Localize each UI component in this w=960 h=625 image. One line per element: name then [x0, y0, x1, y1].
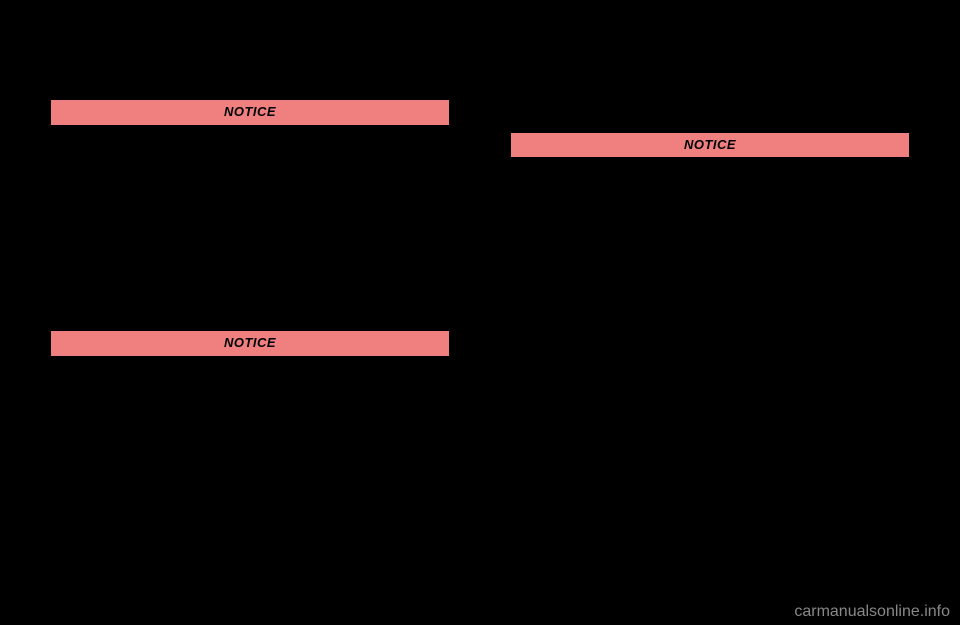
bullet-mark: • [50, 302, 64, 318]
bullet-text: To avoid damaging the eyelet, do not pul… [534, 206, 900, 237]
notice-3-bullet-2: • Do not jerk the cable or chain; apply … [520, 186, 900, 201]
notice-1-bullet-1: • The eyelet and towing cable or chain m… [60, 189, 440, 220]
tips-intro: The following methods are effective to u… [510, 293, 910, 357]
manual-page: '03 Prius_U (L/O 0202) Be sure to observ… [0, 0, 960, 625]
bullet-mark: • [520, 165, 534, 180]
tips-heading: TIPS FOR TOWING A STUCK VEHICLE [510, 267, 910, 283]
notice-box-1: NOTICE Use only a cable or chain specifi… [50, 99, 450, 253]
step-1: 1. Remove the dirt and sand etc. front a… [510, 367, 910, 383]
left-header: '03 Prius_U (L/O 0202) [50, 40, 450, 59]
step-text: Remove the dirt and sand etc. front and … [528, 367, 910, 383]
notice-1-body: Use only a cable or chain specifically i… [51, 126, 449, 252]
step-2: 2. Place a stone or wood under the front… [510, 391, 910, 407]
spacer [510, 40, 910, 67]
bullet-mark: • [520, 206, 534, 237]
notice-3-bullet-1: • Fasten the towing cable or chain secur… [520, 165, 900, 180]
notice-box-3: NOTICE • Fasten the towing cable or chai… [510, 132, 910, 250]
right-column: —Emergency towing eyelet precautions: Be… [510, 40, 910, 595]
bullet-text: The eyelet and towing cable or chain may… [74, 189, 440, 220]
bullet-text: If the hybrid system can start, start it… [64, 302, 450, 318]
bullet-mark: • [50, 265, 64, 297]
bullet-text: Fasten the towing cable or chain securel… [534, 165, 900, 180]
notice-1-lead: Use only a cable or chain specifically i… [60, 133, 440, 179]
bullet-mark: • [520, 186, 534, 201]
notice-1-title: NOTICE [51, 100, 449, 126]
left-column: '03 Prius_U (L/O 0202) Be sure to observ… [50, 40, 450, 595]
step-num: 1. [510, 367, 528, 383]
page-number: 192 [50, 605, 70, 619]
right-subhead: —Emergency towing eyelet precautions: [510, 67, 910, 84]
right-intro: Before emergency towing, check that the … [510, 90, 910, 122]
notice-3-title: NOTICE [511, 133, 909, 159]
bullet-text: Avoid sudden starts or erratic driving m… [64, 265, 450, 297]
left-bullet-2: • If the hybrid system can start, start … [50, 302, 450, 318]
notice-3-body: • Fasten the towing cable or chain secur… [511, 158, 909, 249]
notice-2-title: NOTICE [51, 331, 449, 357]
notice-1-bullet-2: • Use extreme caution when towing vehicl… [60, 225, 440, 240]
step-text: Be sure to turn off the "TRAC OFF" switc… [528, 415, 910, 463]
step-num: 2. [510, 391, 528, 407]
step-text: Place a stone or wood under the front wh… [528, 391, 910, 407]
bullet-mark: • [60, 225, 74, 240]
step-num: 3. [510, 415, 528, 463]
notice-2-body: If the hybrid system is off, the power a… [51, 357, 449, 402]
notice-3-bullet-3: • To avoid damaging the eyelet, do not p… [520, 206, 900, 237]
bullet-text: Use extreme caution when towing vehicle. [74, 225, 440, 240]
watermark: carmanualsonline.info [794, 603, 950, 621]
legal-footer: 2003 PRIUS from Feb. '02 Prod. (OM47509U… [510, 476, 910, 490]
left-intro: Be sure to observe the following precaut… [50, 73, 450, 89]
step-3: 3. Be sure to turn off the "TRAC OFF" sw… [510, 415, 910, 463]
notice-box-2: NOTICE If the hybrid system is off, the … [50, 330, 450, 403]
bullet-text: Do not jerk the cable or chain; apply st… [534, 186, 900, 201]
bullet-mark: • [60, 189, 74, 220]
left-bullet-1: • Avoid sudden starts or erratic driving… [50, 265, 450, 297]
